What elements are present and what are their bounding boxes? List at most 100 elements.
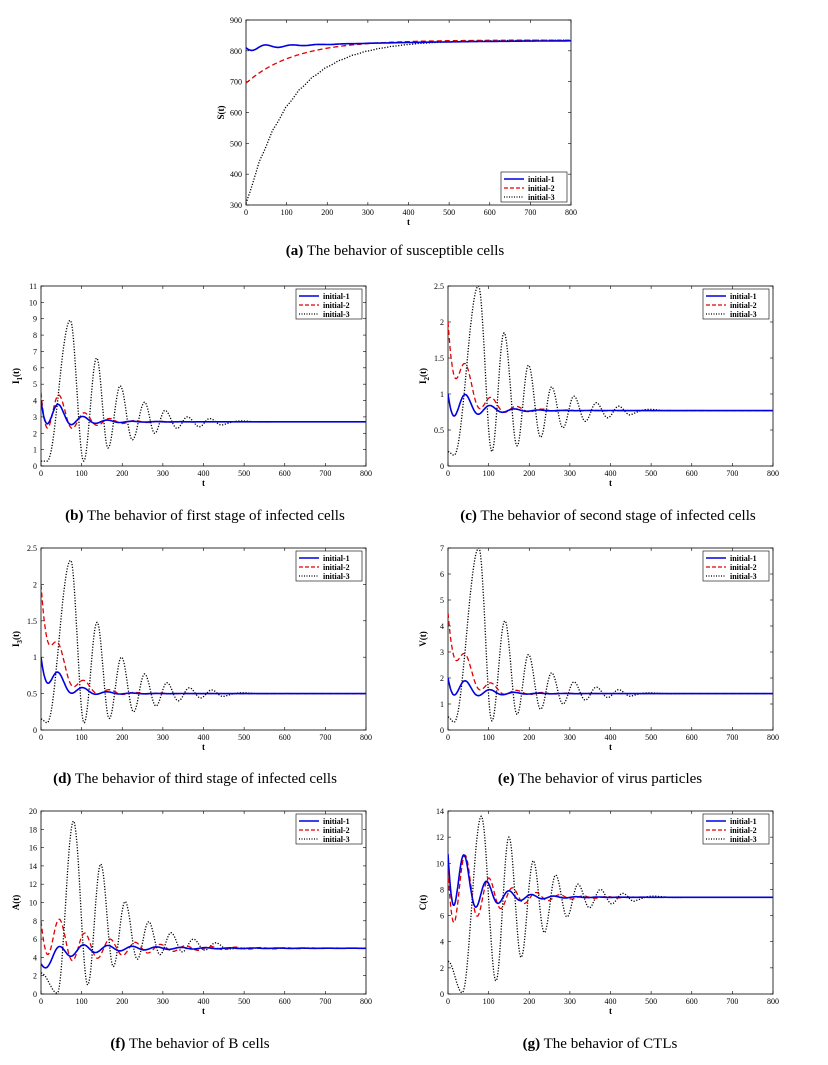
caption-f-letter: (f) <box>110 1036 126 1052</box>
y-tick: 600 <box>230 109 571 118</box>
y-tick-label: 18 <box>29 825 37 834</box>
x-tick-label: 400 <box>605 469 617 478</box>
caption-d-letter: (d) <box>53 771 72 787</box>
legend-label: initial-1 <box>730 817 757 826</box>
y-axis-label: C(t) <box>418 895 428 911</box>
legend-label: initial-1 <box>323 554 350 563</box>
y-tick-label: 8 <box>33 331 37 340</box>
x-tick-label: 800 <box>360 997 372 1006</box>
x-tick-label: 300 <box>157 997 169 1006</box>
y-tick-label: 6 <box>440 912 444 921</box>
y-tick-label: 400 <box>230 170 242 179</box>
y-tick: 0 <box>33 726 366 735</box>
x-tick-label: 500 <box>645 997 657 1006</box>
y-tick-label: 20 <box>29 807 37 816</box>
y-axis-label: I2(t) <box>418 368 431 384</box>
legend-item-initial-1: initial-1 <box>706 554 757 563</box>
series-line-initial-2 <box>448 612 773 696</box>
y-tick: 0 <box>440 726 773 735</box>
x-tick-label: 200 <box>116 733 128 742</box>
caption-c: (c) The behavior of second stage of infe… <box>418 508 798 525</box>
x-tick: 500 <box>645 548 657 742</box>
y-axis-label: A(t) <box>11 895 21 911</box>
x-tick: 600 <box>279 548 291 742</box>
x-tick: 500 <box>238 286 250 478</box>
y-tick-label: 12 <box>29 880 37 889</box>
x-tick: 400 <box>198 286 210 478</box>
x-tick: 800 <box>767 286 779 478</box>
y-tick: 2 <box>440 964 773 973</box>
x-tick: 700 <box>319 286 331 478</box>
x-tick: 100 <box>281 20 293 217</box>
legend-item-initial-2: initial-2 <box>299 563 350 572</box>
y-tick: 2 <box>440 318 773 327</box>
y-tick-label: 4 <box>33 397 37 406</box>
x-tick: 0 <box>446 811 450 1006</box>
x-axis-label: t <box>609 478 612 488</box>
x-tick-label: 300 <box>157 733 169 742</box>
y-tick-label: 0.5 <box>434 426 444 435</box>
series-line-initial-1 <box>41 400 366 426</box>
x-tick: 800 <box>360 548 372 742</box>
y-tick: 8 <box>33 917 366 926</box>
legend-label: initial-2 <box>730 563 757 572</box>
y-tick-label: 2 <box>440 674 444 683</box>
legend-item-initial-3: initial-3 <box>299 835 350 844</box>
x-tick-label: 200 <box>321 208 333 217</box>
legend-label: initial-3 <box>323 572 350 581</box>
y-tick: 10 <box>29 298 366 307</box>
chart-c: 0 100 200 300 400 500 600 700 800 0 0.5 1 1.5 2 2.5 t I2… <box>418 282 779 488</box>
x-tick-label: 800 <box>767 733 779 742</box>
y-tick: 7 <box>440 544 773 553</box>
x-tick-label: 600 <box>686 469 698 478</box>
y-tick-label: 2 <box>33 429 37 438</box>
x-tick-label: 300 <box>157 469 169 478</box>
legend-item-initial-3: initial-3 <box>299 310 350 319</box>
x-tick: 200 <box>523 548 535 742</box>
x-tick-label: 400 <box>605 997 617 1006</box>
legend-item-initial-3: initial-3 <box>706 310 757 319</box>
y-tick: 4 <box>33 953 366 962</box>
x-tick-label: 100 <box>483 469 495 478</box>
y-tick: 1 <box>440 700 773 709</box>
y-tick-label: 4 <box>440 938 444 947</box>
x-tick: 700 <box>726 811 738 1006</box>
y-tick-label: 0.5 <box>27 690 37 699</box>
y-tick-label: 900 <box>230 16 242 25</box>
x-tick-label: 600 <box>686 997 698 1006</box>
caption-f-text: The behavior of B cells <box>128 1036 270 1052</box>
legend-label: initial-1 <box>730 292 757 301</box>
x-tick: 400 <box>198 811 210 1006</box>
y-tick-label: 11 <box>29 282 37 291</box>
x-tick: 800 <box>767 548 779 742</box>
y-tick-label: 4 <box>440 622 444 631</box>
y-tick: 3 <box>440 648 773 657</box>
y-tick: 800 <box>230 47 571 56</box>
caption-a-letter: (a) <box>285 243 304 259</box>
y-tick-label: 9 <box>33 315 37 324</box>
y-tick-label: 1.5 <box>434 354 444 363</box>
x-tick-label: 300 <box>564 469 576 478</box>
legend-label: initial-2 <box>323 563 350 572</box>
y-tick: 0 <box>33 462 366 471</box>
legend-label: initial-1 <box>323 817 350 826</box>
y-tick: 5 <box>33 380 366 389</box>
x-tick-label: 700 <box>726 469 738 478</box>
x-tick-label: 600 <box>279 733 291 742</box>
x-tick: 200 <box>321 20 333 217</box>
legend-label: initial-2 <box>528 184 555 193</box>
y-tick-label: 0 <box>33 990 37 999</box>
x-tick-label: 100 <box>281 208 293 217</box>
legend-item-initial-1: initial-1 <box>706 292 757 301</box>
y-tick-label: 3 <box>33 413 37 422</box>
y-tick-label: 2.5 <box>27 544 37 553</box>
series-line-initial-1 <box>41 943 366 969</box>
legend-item-initial-2: initial-2 <box>299 301 350 310</box>
y-tick-label: 2 <box>440 318 444 327</box>
series-line-initial-3 <box>41 559 366 724</box>
x-tick-label: 800 <box>360 469 372 478</box>
y-tick-label: 1 <box>440 390 444 399</box>
